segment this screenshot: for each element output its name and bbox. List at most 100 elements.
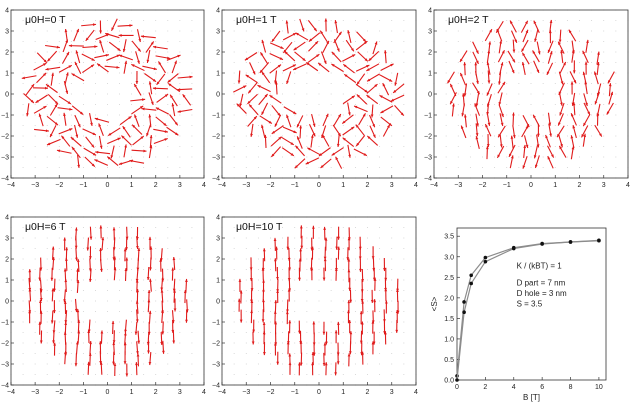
- spin-arrow-head: [148, 310, 152, 314]
- spin-arrow-head: [348, 287, 352, 291]
- grid-dot: [70, 269, 72, 270]
- y-tick-label: 2: [428, 50, 432, 57]
- grid-dot: [167, 353, 169, 354]
- spin-arrow-head: [572, 125, 576, 129]
- spin-arrow-head: [183, 290, 187, 294]
- spin-arrow-head: [299, 225, 303, 229]
- grid-dot: [330, 72, 332, 74]
- spin-arrow-head: [283, 49, 287, 53]
- grid-dot: [119, 167, 121, 168]
- grid-dot: [506, 62, 508, 63]
- spin-arrow-head: [584, 61, 588, 65]
- spin-arrow-head: [594, 101, 598, 105]
- grid-dot: [70, 146, 72, 147]
- spin-arrow-head: [135, 319, 139, 323]
- grid-dot: [445, 104, 447, 105]
- grid-dot: [518, 156, 520, 158]
- grid-dot: [70, 156, 72, 158]
- spin-arrow-head: [547, 49, 551, 53]
- grid-dot: [94, 93, 96, 95]
- spin-arrow-head: [52, 330, 56, 334]
- grid-dot: [107, 363, 108, 365]
- spin-arrow-head: [323, 226, 327, 230]
- grid-dot: [494, 125, 496, 126]
- annotation-1: D part = 7 nm: [517, 279, 566, 288]
- spin-arrow-head: [30, 99, 34, 103]
- spin-arrow-head: [45, 129, 49, 133]
- grid-dot: [403, 20, 405, 21]
- grid-dot: [391, 290, 393, 291]
- grid-dot: [34, 290, 36, 291]
- grid-dot: [179, 353, 181, 354]
- grid-dot: [107, 227, 108, 228]
- grid-dot: [233, 227, 235, 228]
- spin-arrow-head: [182, 94, 186, 98]
- grid-dot: [330, 114, 332, 116]
- grid-dot: [403, 156, 405, 158]
- grid-dot: [379, 227, 381, 228]
- grid-dot: [282, 51, 284, 53]
- grid-dot: [34, 146, 36, 147]
- spin-arrow-head: [366, 68, 370, 71]
- grid-dot: [22, 248, 24, 249]
- grid-dot: [330, 237, 332, 239]
- grid-dot: [179, 30, 181, 32]
- grid-dot: [566, 30, 568, 32]
- grid-dot: [530, 167, 532, 168]
- spin-arrow-head: [290, 152, 294, 156]
- grid-dot: [82, 114, 84, 116]
- grid-dot: [469, 83, 471, 84]
- grid-dot: [482, 41, 483, 42]
- grid-dot: [318, 342, 320, 344]
- grid-dot: [530, 135, 532, 137]
- grid-dot: [391, 167, 393, 168]
- grid-dot: [34, 83, 36, 84]
- grid-dot: [615, 41, 617, 42]
- grid-dot: [318, 72, 320, 74]
- spin-arrow-head: [512, 49, 516, 53]
- grid-dot: [306, 237, 308, 239]
- grid-dot: [294, 332, 296, 333]
- grid-dot: [282, 248, 284, 249]
- grid-dot: [282, 30, 284, 32]
- spin-arrow-head: [112, 340, 116, 344]
- grid-dot: [554, 83, 556, 84]
- grid-dot: [94, 237, 96, 239]
- spin-arrow-head: [137, 60, 140, 64]
- spin-arrow-head: [336, 48, 340, 52]
- spin-arrow-head: [85, 37, 89, 41]
- spin-arrow-head: [153, 45, 157, 49]
- y-tick-label: 3.5: [444, 234, 454, 241]
- spin-arrow-head: [287, 341, 290, 345]
- grid-dot: [167, 300, 169, 302]
- spin-arrow-head: [244, 57, 249, 61]
- spin-arrow-head: [112, 257, 116, 261]
- grid-dot: [457, 51, 459, 53]
- grid-dot: [403, 62, 405, 63]
- spin-arrow-head: [322, 277, 326, 281]
- spin-arrow-head: [158, 61, 162, 65]
- spin-arrow-head: [26, 113, 29, 117]
- magnetization-panel: 0 2 4 6 8 100.00.51.01.52.02.53.03.5K / (kBT)…: [430, 227, 607, 402]
- grid-dot: [179, 135, 181, 137]
- grid-dot: [167, 51, 169, 53]
- grid-dot: [107, 51, 108, 53]
- spin-arrow-head: [112, 342, 116, 346]
- panel-title: μ0H=1 T: [236, 14, 277, 26]
- spin-arrow-head: [288, 353, 292, 357]
- spin-arrow-head: [99, 361, 102, 365]
- grid-dot: [245, 30, 247, 32]
- grid-dot: [530, 156, 532, 158]
- spin-arrow-head: [280, 46, 284, 49]
- spin-arrow-head: [364, 41, 368, 45]
- spin-arrow-head: [348, 112, 351, 116]
- grid-dot: [554, 156, 556, 158]
- grid-dot: [306, 83, 308, 84]
- grid-dot: [554, 167, 556, 168]
- x-tick-label: −2: [55, 182, 63, 189]
- x-tick-label: −4: [7, 389, 15, 396]
- spin-arrow-head: [522, 52, 526, 56]
- spin-arrow-head: [497, 154, 501, 158]
